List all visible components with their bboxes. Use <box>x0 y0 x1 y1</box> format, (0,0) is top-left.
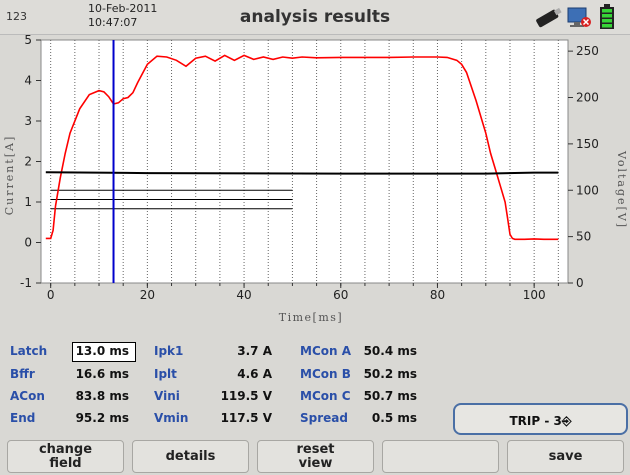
mcon-c-label: MCon C <box>300 389 351 403</box>
trip-button[interactable]: TRIP - 3⎆ <box>453 403 628 435</box>
x-tick-label: 80 <box>430 288 445 302</box>
mcon-a-value: 50.4 ms <box>363 344 417 358</box>
bffr-label: Bffr <box>10 367 35 381</box>
page-title: analysis results <box>239 7 391 27</box>
spread-label: Spread <box>300 411 348 425</box>
current-line <box>45 54 559 241</box>
y-left-tick-label: 5 <box>24 35 32 47</box>
x-axis-label: Time[ms] <box>279 311 343 323</box>
y-left-tick-label: 4 <box>24 74 32 88</box>
plot-series <box>45 40 559 283</box>
y-right-tick-label: 0 <box>576 276 584 290</box>
reset-view-button[interactable]: reset view <box>257 440 374 473</box>
iplt-label: Iplt <box>154 367 177 381</box>
y-left-tick-label: -1 <box>20 276 32 290</box>
time-text: 10:47:07 <box>88 16 138 29</box>
network-disconnected-icon <box>567 7 591 27</box>
vmin-value: 117.5 V <box>220 411 272 425</box>
spread-value: 0.5 ms <box>371 411 417 425</box>
change-field-button[interactable]: change field <box>7 440 124 473</box>
vini-value: 119.5 V <box>220 389 272 403</box>
chart-area: 0 20 40 60 80 100 -1 0 1 2 3 4 5 0 50 100 150 200 250 Curr… <box>0 35 630 323</box>
usb-drive-icon <box>536 7 562 28</box>
acon-label: ACon <box>10 389 45 403</box>
vini-label: Vini <box>154 389 180 403</box>
iplt-value: 4.6 A <box>237 367 272 381</box>
datetime: 10-Feb-2011 10:47:07 <box>88 2 157 30</box>
y-right-tick-label: 150 <box>576 137 599 151</box>
device-id: 123 <box>6 10 27 23</box>
x-tick-label: 40 <box>236 288 251 302</box>
latch-value-box[interactable] <box>72 342 136 362</box>
x-tick-label: 20 <box>140 288 155 302</box>
x-tick-label: 100 <box>523 288 546 302</box>
status-icons <box>532 4 622 34</box>
header-bar: 123 10-Feb-2011 10:47:07 analysis result… <box>0 0 630 35</box>
y-left-tick-label: 0 <box>24 236 32 250</box>
y-left-axis-label: Current[A] <box>3 135 16 216</box>
battery-full-icon <box>600 4 614 29</box>
y-right-tick-label: 200 <box>576 91 599 105</box>
y-right-axis-label: Voltage[V] <box>615 150 628 229</box>
mcon-a-label: MCon A <box>300 344 351 358</box>
details-button[interactable]: details <box>132 440 249 473</box>
x-tick-label: 60 <box>333 288 348 302</box>
vmin-label: Vmin <box>154 411 189 425</box>
blank-softkey[interactable] <box>382 440 499 473</box>
latch-value[interactable]: 13.0 ms <box>75 344 129 358</box>
save-button[interactable]: save <box>507 440 624 473</box>
y-right-tick-label: 100 <box>576 183 599 197</box>
y-right-tick-label: 50 <box>576 230 591 244</box>
end-value: 95.2 ms <box>75 411 129 425</box>
y-left-tick-label: 2 <box>24 155 32 169</box>
latch-label: Latch <box>10 344 48 358</box>
end-label: End <box>10 411 36 425</box>
voltage-line <box>45 171 559 175</box>
x-tick-label: 0 <box>47 288 55 302</box>
ipk1-label: Ipk1 <box>154 344 184 358</box>
y-left-tick-label: 1 <box>24 195 32 209</box>
ipk1-value: 3.7 A <box>237 344 272 358</box>
mcon-b-value: 50.2 ms <box>363 367 417 381</box>
date-text: 10-Feb-2011 <box>88 2 158 15</box>
mcon-c-value: 50.7 ms <box>363 389 417 403</box>
acon-value: 83.8 ms <box>75 389 129 403</box>
bffr-value: 16.6 ms <box>75 367 129 381</box>
plot-background <box>40 39 569 284</box>
mcon-b-label: MCon B <box>300 367 351 381</box>
y-left-tick-label: 3 <box>24 114 32 128</box>
y-right-tick-label: 250 <box>576 44 599 58</box>
